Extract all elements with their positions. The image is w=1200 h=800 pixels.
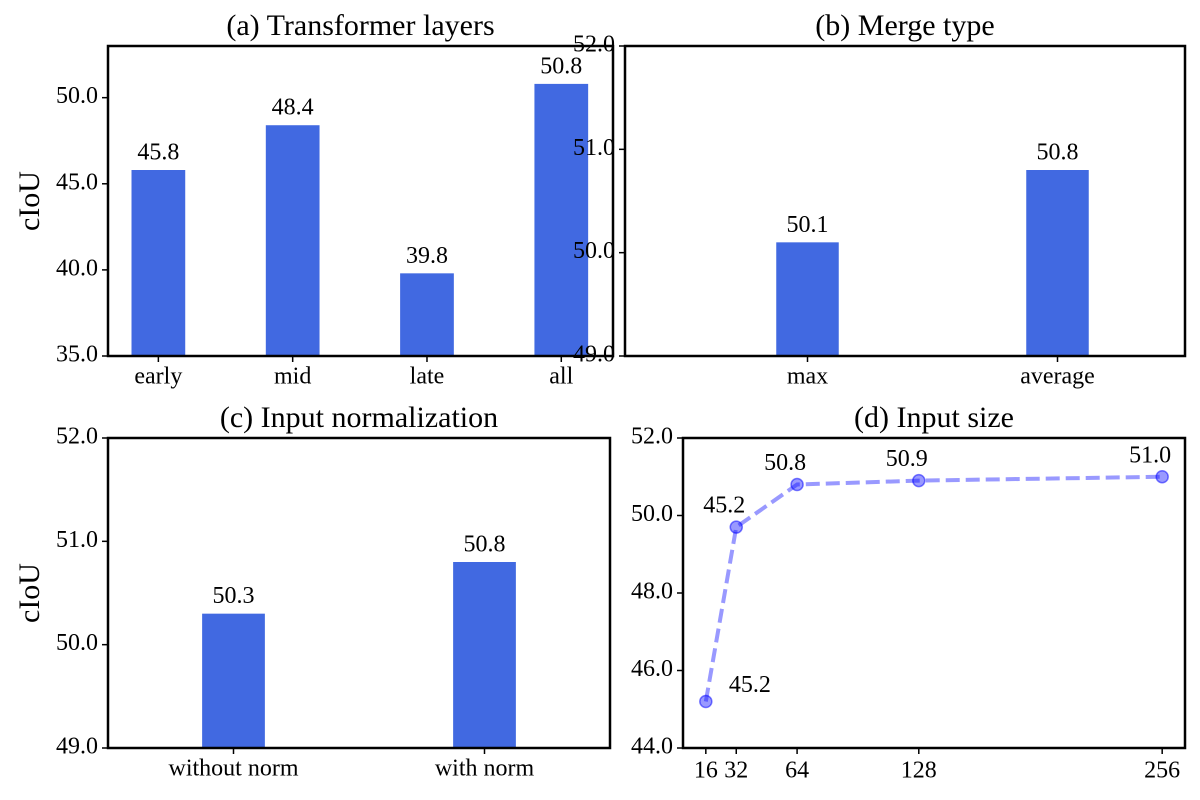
value-label: 50.8	[764, 450, 806, 476]
y-tick-label: 51.0	[573, 135, 615, 161]
axes-frame	[106, 44, 615, 358]
y-axis-label: cIoU	[13, 171, 46, 231]
bar	[202, 613, 265, 748]
value-label: 50.8	[1037, 140, 1079, 166]
value-label: 45.2	[729, 672, 771, 698]
value-label: 50.1	[787, 212, 829, 238]
x-tick-label: average	[1020, 364, 1095, 390]
y-tick-label: 50.0	[56, 83, 98, 109]
value-label: 50.8	[540, 53, 582, 79]
x-tick-label: with norm	[435, 756, 535, 782]
value-label: 50.8	[464, 532, 506, 558]
bar	[534, 83, 589, 356]
point	[912, 473, 926, 488]
y-tick-label: 49.0	[573, 342, 615, 368]
bar	[776, 242, 839, 356]
bar	[1026, 170, 1089, 356]
axes-frame	[106, 436, 612, 750]
x-tick-label: 16	[694, 758, 718, 784]
x-tick-label: max	[787, 364, 828, 390]
y-tick-label: 52.0	[56, 424, 98, 450]
value-label: 45.2	[703, 493, 745, 519]
x-tick-label: without norm	[169, 756, 299, 782]
bar	[265, 125, 320, 356]
axes-frame	[681, 436, 1187, 750]
y-tick-label: 52.0	[573, 32, 615, 58]
chart-title: (b) Merge type	[815, 9, 994, 42]
value-label: 51.0	[1129, 442, 1171, 468]
y-tick-label: 40.0	[56, 255, 98, 281]
y-axis-label: cIoU	[13, 563, 46, 623]
y-tick-label: 35.0	[56, 342, 98, 368]
bar	[131, 170, 186, 356]
value-label: 50.3	[213, 583, 255, 609]
x-tick-label: 64	[785, 758, 809, 784]
axes-frame	[623, 44, 1187, 358]
bar	[453, 562, 516, 748]
y-tick-label: 51.0	[56, 527, 98, 553]
y-tick-label: 44.0	[631, 734, 673, 760]
y-tick-label: 50.0	[573, 238, 615, 264]
chart-title: (d) Input size	[854, 401, 1014, 434]
x-tick-label: late	[410, 364, 445, 390]
value-label: 45.8	[137, 140, 179, 166]
y-tick-label: 45.0	[56, 169, 98, 195]
line	[703, 474, 1163, 702]
x-tick-label: all	[549, 364, 573, 390]
y-tick-label: 52.0	[631, 424, 673, 450]
value-label: 48.4	[272, 95, 314, 121]
y-tick-label: 46.0	[631, 656, 673, 682]
x-tick-label: 32	[724, 758, 748, 784]
point	[729, 520, 743, 534]
y-tick-label: 50.0	[56, 630, 98, 656]
point	[699, 694, 713, 709]
chart-title: (c) Input normalization	[220, 401, 498, 434]
x-tick-label: early	[134, 364, 182, 390]
value-label: 50.9	[886, 446, 928, 472]
chart-title: (a) Transformer layers	[226, 9, 494, 42]
x-tick-label: 128	[901, 758, 937, 784]
point	[790, 477, 804, 492]
x-tick-label: mid	[274, 364, 311, 390]
y-tick-label: 49.0	[56, 734, 98, 760]
y-tick-label: 48.0	[631, 579, 673, 605]
point	[1155, 470, 1169, 484]
x-tick-label: 256	[1144, 758, 1180, 784]
bar	[400, 273, 454, 356]
y-tick-label: 50.0	[631, 501, 673, 527]
value-label: 39.8	[406, 243, 448, 269]
